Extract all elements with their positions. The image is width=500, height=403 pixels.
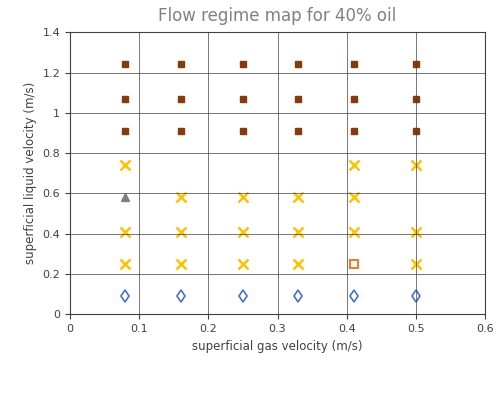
X-axis label: superficial gas velocity (m/s): superficial gas velocity (m/s): [192, 340, 363, 353]
Title: Flow regime map for 40% oil: Flow regime map for 40% oil: [158, 7, 396, 25]
Y-axis label: superficial liquid velocity (m/s): superficial liquid velocity (m/s): [24, 82, 37, 264]
